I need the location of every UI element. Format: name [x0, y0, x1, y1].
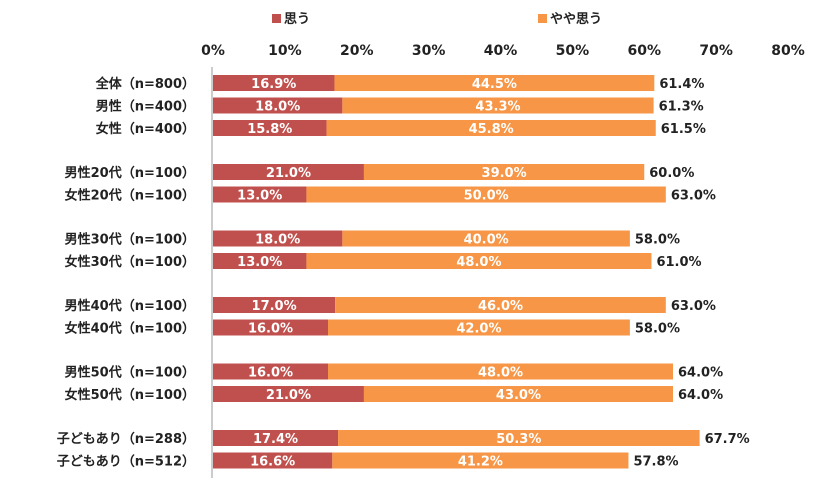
bar-segment-yaya-omou [328, 319, 630, 336]
bar-segment-omou [213, 164, 364, 180]
bar-total-label: 60.0% [649, 166, 694, 181]
category-label: 女性50代（n=100） [65, 387, 195, 403]
category-label: 女性30代（n=100） [65, 254, 195, 270]
legend-label-1: 思う [284, 12, 310, 27]
category-label: 全体（n=800） [95, 76, 195, 92]
bar-total-label: 64.0% [678, 388, 723, 403]
category-labels: 全体（n=800） 男性（n=400） 女性（n=400） 男性20代（n=100） 女… [57, 76, 195, 470]
bar-total-label: 63.0% [671, 189, 716, 204]
bar-total-label: 67.7% [705, 432, 750, 447]
bar-segment-yaya-omou [363, 164, 645, 180]
bar-total-label: 58.0% [635, 322, 680, 337]
legend-swatch-1 [272, 14, 281, 23]
x-tick-label: 60% [627, 43, 661, 59]
bar-segment-label: 16.0% [248, 366, 293, 381]
bar-segment-label: 48.0% [478, 366, 523, 381]
bar-total-label: 61.5% [661, 122, 706, 137]
bar-segment-label: 39.0% [482, 166, 527, 181]
bar-total-label: 64.0% [678, 366, 723, 381]
bar-segment-label: 46.0% [478, 299, 523, 314]
category-label: 男性40代（n=100） [65, 298, 195, 314]
category-label: 女性20代（n=100） [65, 188, 195, 204]
bar-segment-label: 43.3% [475, 100, 520, 115]
bar-total-label: 61.4% [659, 77, 704, 92]
bar-segment-yaya-omou [342, 97, 654, 114]
bar-segment-yaya-omou [338, 430, 700, 446]
x-tick-label: 70% [699, 43, 733, 59]
bar-segment-label: 21.0% [266, 388, 311, 403]
bar-segment-omou [213, 363, 328, 380]
x-tick-label: 30% [412, 43, 446, 59]
x-tick-label: 40% [484, 43, 518, 59]
x-tick-label: 10% [268, 43, 302, 59]
bar-total-label: 57.8% [633, 455, 678, 470]
bar-segment-omou [213, 120, 327, 136]
bar-segment-yaya-omou [326, 120, 656, 136]
category-label: 男性50代（n=100） [65, 365, 195, 381]
bar-segment-label: 16.0% [248, 322, 293, 337]
bar-segment-omou [213, 386, 364, 402]
bar-segment-label: 50.3% [496, 432, 541, 447]
category-label: 女性（n=400） [96, 121, 195, 137]
bar-segment-label: 13.0% [237, 189, 282, 204]
bar-segment-label: 42.0% [456, 322, 501, 337]
category-label: 子どもあり（n=512） [57, 454, 195, 470]
category-label: 子どもあり（n=288） [57, 431, 195, 447]
bar-segment-yaya-omou [306, 253, 652, 269]
bar-segment-label: 18.0% [255, 233, 300, 248]
bar-segment-label: 16.9% [251, 77, 296, 92]
bar-segment-label: 21.0% [266, 166, 311, 181]
bar-segment-label: 50.0% [464, 189, 509, 204]
bar-segment-omou [213, 319, 328, 336]
bar-total-label: 63.0% [671, 299, 716, 314]
bar-segment-label: 18.0% [255, 100, 300, 115]
bar-segment-label: 40.0% [464, 233, 509, 248]
bar-segment-label: 48.0% [456, 255, 501, 270]
bar-segment-omou [213, 230, 343, 247]
bar-segment-yaya-omou [328, 363, 673, 380]
category-label: 男性（n=400） [96, 99, 195, 115]
bar-segment-yaya-omou [335, 297, 666, 313]
bar-segment-omou [213, 297, 336, 313]
bar-segment-yaya-omou [332, 452, 629, 469]
bar-segment-label: 13.0% [237, 255, 282, 270]
bar-segment-omou [213, 186, 307, 203]
bar-segment-yaya-omou [342, 230, 630, 247]
x-tick-label: 50% [556, 43, 590, 59]
bar-segment-omou [213, 253, 307, 269]
bar-segment-yaya-omou [363, 386, 673, 402]
bar-segment-label: 43.0% [496, 388, 541, 403]
bar-segment-label: 45.8% [469, 122, 514, 137]
bar-total-label: 61.0% [656, 255, 701, 270]
bar-segment-omou [213, 430, 339, 446]
bar-segment-label: 17.4% [253, 432, 298, 447]
bar-segment-label: 16.6% [250, 455, 295, 470]
x-tick-label: 80% [771, 43, 805, 59]
bar-segment-yaya-omou [334, 75, 655, 91]
bar-segment-yaya-omou [306, 186, 666, 203]
legend-swatch-2 [538, 14, 547, 23]
category-label: 男性20代（n=100） [65, 165, 195, 181]
category-label: 女性40代（n=100） [65, 321, 195, 337]
x-axis: 0% 10% 20% 30% 40% 50% 60% 70% 80% [201, 43, 805, 478]
bar-segment-label: 15.8% [247, 122, 292, 137]
category-label: 男性30代（n=100） [65, 232, 195, 248]
bar-segment-omou [213, 97, 343, 114]
bar-segment-label: 17.0% [252, 299, 297, 314]
bar-segment-label: 41.2% [458, 455, 503, 470]
bar-segment-label: 44.5% [472, 77, 517, 92]
bars: 16.9% 44.5% 61.4% 18.0% 43.3% 61.3% 15.8% 45.8%… [213, 75, 750, 470]
x-tick-label: 0% [201, 43, 225, 59]
bar-segment-omou [213, 75, 335, 91]
x-tick-label: 20% [340, 43, 374, 59]
legend-label-2: やや思う [550, 12, 602, 27]
bar-segment-omou [213, 452, 333, 469]
bar-total-label: 61.3% [659, 100, 704, 115]
bar-total-label: 58.0% [635, 233, 680, 248]
legend: 思う やや思う [272, 12, 602, 27]
